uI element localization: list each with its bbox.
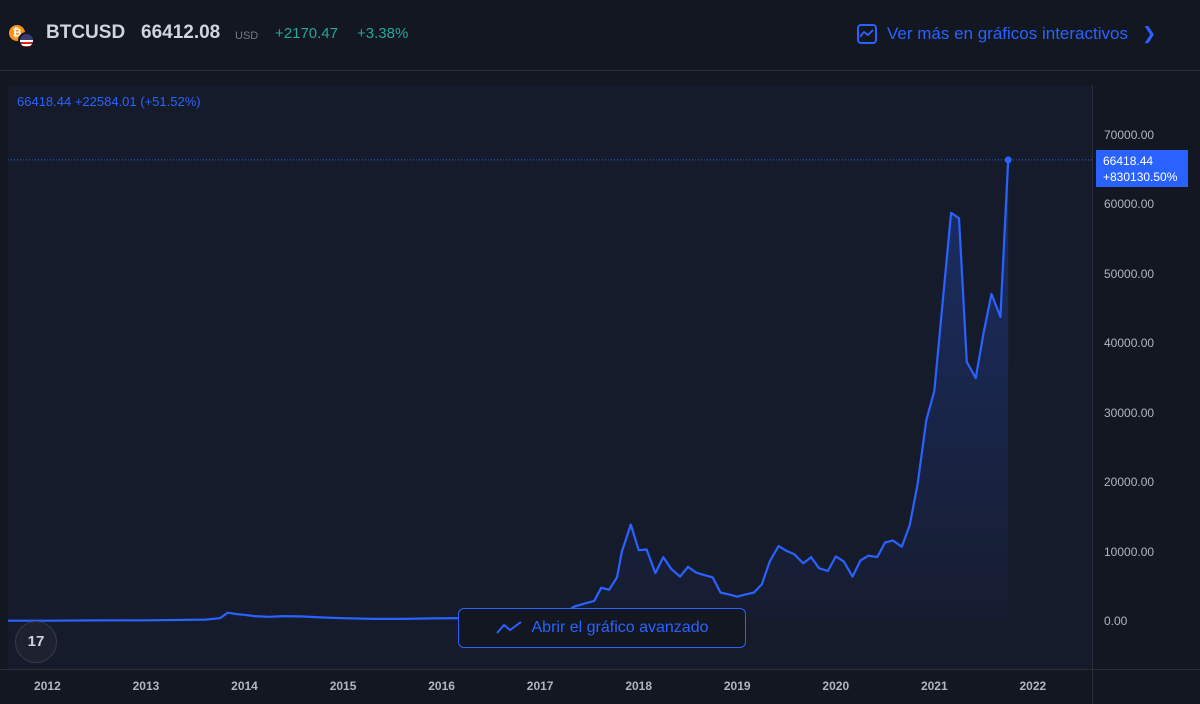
time-tick-label: 2013 [132, 679, 160, 693]
currency-label: USD [235, 30, 259, 42]
time-tick-label: 2015 [329, 679, 357, 693]
last-price-tag-value: 66418.44 [1103, 154, 1154, 168]
us-flag-icon [18, 32, 35, 49]
time-axis-divider [0, 669, 1200, 670]
tradingview-logo[interactable]: 17 [15, 621, 57, 663]
time-tick-label: 2019 [723, 679, 751, 693]
time-tick-label: 2017 [526, 679, 554, 693]
time-tick-label: 2020 [822, 679, 850, 693]
last-price-dot [1004, 156, 1012, 164]
price-tick-label: 50000.00 [1104, 266, 1155, 281]
last-price: 66412.08 [141, 22, 221, 43]
price-tick-label: 20000.00 [1104, 475, 1155, 490]
series-legend: 66418.44 +22584.01 (+51.52%) [17, 94, 201, 109]
price-tick-label: 30000.00 [1104, 405, 1155, 420]
time-tick-label: 2022 [1019, 679, 1047, 693]
price-tick-label: 0.00 [1104, 614, 1128, 628]
price-change-absolute: +2170.47 [275, 25, 338, 42]
price-tick-label: 10000.00 [1104, 544, 1155, 559]
time-tick-label: 2014 [231, 679, 258, 693]
interactive-charts-link[interactable]: Ver más en gráficos interactivos ❯ [857, 22, 1156, 46]
open-advanced-chart-label: Abrir el gráfico avanzado [531, 619, 709, 636]
price-change-percent: +3.38% [357, 25, 409, 42]
last-price-tag-change: +830130.50% [1103, 170, 1178, 184]
price-tick-label: 40000.00 [1104, 336, 1155, 351]
time-tick-label: 2018 [625, 679, 653, 693]
price-tick-label: 70000.00 [1104, 128, 1155, 142]
price-series-line [8, 159, 1010, 622]
open-advanced-chart-button[interactable]: Abrir el gráfico avanzado [458, 608, 746, 648]
trend-line-icon [495, 621, 522, 634]
time-tick-label: 2012 [34, 679, 61, 693]
symbol-name[interactable]: BTCUSD [46, 22, 126, 43]
chevron-right-icon: ❯ [1141, 24, 1157, 43]
time-tick-label: 2016 [428, 679, 455, 693]
time-tick-label: 2021 [920, 679, 948, 693]
price-axis-divider [1092, 85, 1093, 704]
line-chart-icon [857, 24, 877, 44]
symbol-header: ₿ BTCUSD 66412.08 USD +2170.47 +3.38% Ve… [0, 0, 1200, 71]
price-tick-label: 60000.00 [1104, 197, 1155, 212]
price-area-fill [8, 159, 1009, 621]
interactive-charts-label: Ver más en gráficos interactivos [887, 24, 1128, 43]
last-price-tag: 66418.44 +830130.50% [1096, 150, 1188, 187]
